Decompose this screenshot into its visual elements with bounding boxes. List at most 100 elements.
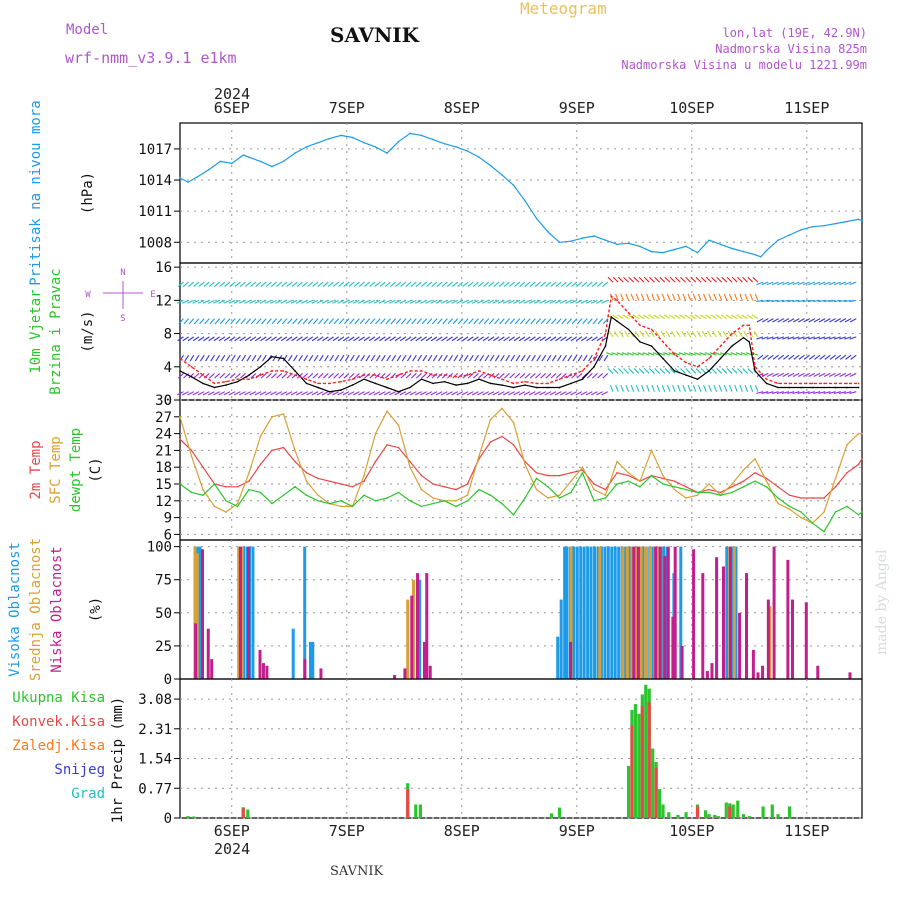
wind-arrow [833,336,841,340]
precip-bar [630,725,634,818]
wind-arrow [510,354,516,362]
wind-arrow [761,299,769,303]
wind-arrow [176,391,184,396]
wind-arrow [399,391,407,396]
temperature-point [190,455,193,457]
wind-arrow [182,299,189,304]
clouds-ytick-label: 25 [155,639,172,655]
wind-arrow [782,372,790,377]
wind-arrow [664,276,671,283]
wind-point [340,389,342,391]
wind-arrow [766,299,774,303]
wind-arrow [666,293,671,301]
temperature-point [811,497,814,499]
wind-point [777,382,779,385]
wind-arrow [708,384,712,392]
wind-arrow [718,293,723,301]
wind-arrow [375,318,381,325]
wind-arrow [808,354,816,360]
wind-arrow [188,281,195,287]
wind-arrow [178,318,184,325]
wind-arrow [632,314,640,320]
temperature-point [236,486,239,488]
wind-arrow [529,373,536,379]
wind-point [259,374,262,376]
wind-arrow [642,352,650,356]
wind-arrow [349,318,355,325]
wind-arrow [249,391,257,396]
precip-bar [644,684,648,818]
wind-arrow [208,373,215,379]
wind-arrow [271,373,277,379]
wind-arrow [503,281,510,287]
clouds-ytick-label: 100 [147,540,172,556]
wind-arrow [571,281,578,287]
temperature-point [857,463,860,466]
wind-arrow [479,354,485,362]
precip-bar [640,706,644,818]
wind-arrow [788,354,795,360]
wind-arrow [435,299,443,304]
clouds-bar [291,628,295,679]
wind-arrow [685,276,692,283]
wind-arrow [176,299,184,304]
wind-arrow [652,352,660,356]
wind-point [478,378,480,381]
wind-arrow [798,354,805,360]
wind-arrow [389,336,396,342]
wind-arrow [233,391,241,396]
wind-arrow [541,354,547,362]
clouds-bar [744,573,748,679]
wind-arrow [689,352,697,356]
wind-arrow [635,293,640,301]
wind-arrow [503,336,510,342]
panel-precip: 0 0.77 1.54 2.31 3.08 1hr Precip (mm) Ukupna K… [12,678,863,827]
wind-arrow [208,391,215,396]
precip-bar [713,814,717,818]
wind-point [409,386,411,389]
wind-arrow [400,281,407,287]
wind-arrow [508,336,515,342]
wind-arrow [254,299,262,304]
wind-arrow [726,368,733,374]
temperature-point [719,491,722,494]
clouds-bar [621,546,625,679]
wind-point [823,382,825,385]
clouds-bar [732,546,736,679]
wind-arrow [792,391,800,395]
clouds-bar [630,546,634,679]
wind-arrow [399,299,407,304]
temperature-ytick-label: 18 [155,460,172,476]
wind-arrow [761,391,769,395]
wind-arrow [772,354,779,360]
wind-arrow [250,373,257,379]
wind-arrow [546,354,552,362]
temperature-point [478,488,480,491]
wind-arrow [348,281,355,287]
wind-arrow [359,318,366,325]
temperature-point [328,480,331,483]
wind-arrow [250,318,257,325]
wind-arrow [697,293,702,301]
wind-arrow [772,318,779,323]
wind-arrow [519,318,526,325]
wind-arrow [621,352,629,356]
wind-arrow [787,372,795,377]
wind-arrow [292,318,298,325]
wind-arrow [390,318,397,325]
wind-arrow [409,391,417,396]
wind-arrow [451,299,458,304]
wind-arrow [317,373,324,379]
temperature-point [861,458,863,460]
clouds-bar [751,649,755,679]
wind-arrow [643,368,650,374]
wind-arrow [244,299,251,304]
wind-arrow [328,318,334,325]
wind-arrow [401,354,407,362]
pressure-point [363,141,365,144]
temperature-point [535,472,538,474]
precip-bar [406,789,410,818]
wind-arrow [540,318,547,325]
temperature-point [788,494,791,497]
wind-arrow [318,318,324,325]
